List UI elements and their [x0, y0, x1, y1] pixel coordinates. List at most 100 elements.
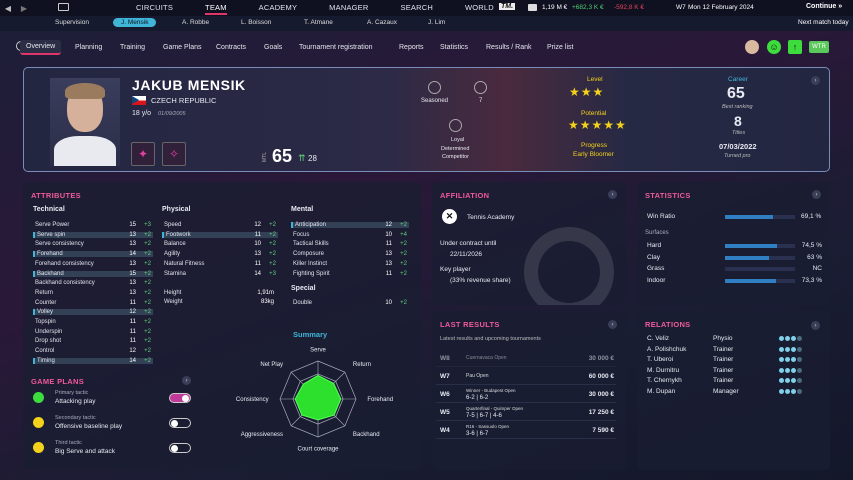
attribute-row[interactable]: Forehand 14 +2: [33, 251, 153, 258]
result-prize: 30 000 €: [588, 391, 614, 398]
attribute-row[interactable]: Serve consistency 13 +2: [33, 241, 153, 247]
results-more-icon[interactable]: ›: [608, 320, 617, 329]
academy-name[interactable]: Tennis Academy: [467, 214, 515, 221]
relations-more-icon[interactable]: ›: [811, 321, 820, 330]
attribute-row[interactable]: Serve spin 13 +2: [33, 231, 153, 238]
attribute-value: 13: [129, 241, 136, 248]
tactic-toggle[interactable]: [169, 393, 191, 403]
surface-name: Clay: [647, 253, 661, 261]
game-plans-more-icon[interactable]: ›: [182, 376, 191, 385]
result-row[interactable]: W8 Cuernavaca Open 30 000 €: [436, 351, 616, 367]
tab-prize-list[interactable]: Prize list: [547, 44, 574, 51]
tab-statistics[interactable]: Statistics: [440, 44, 469, 51]
attribute-row[interactable]: Control 12 +2: [33, 348, 153, 354]
attribute-row[interactable]: Double 10 +2: [291, 300, 409, 306]
relation-rating-icons: [779, 346, 802, 352]
mail-icon[interactable]: [58, 3, 69, 11]
affiliation-more-icon[interactable]: ›: [608, 190, 617, 199]
relation-dot-icon: [785, 388, 790, 394]
tab-results-rank[interactable]: Results / Rank: [486, 44, 532, 51]
nav-world[interactable]: WORLD: [464, 3, 494, 12]
tab-goals[interactable]: Goals: [264, 44, 283, 51]
attribute-row[interactable]: Stamina 14 +3: [162, 271, 278, 277]
attribute-row[interactable]: Natural Fitness 11 +2: [162, 261, 278, 267]
nav-search[interactable]: SEARCH: [400, 3, 433, 12]
result-week: W6: [440, 391, 450, 398]
attribute-row[interactable]: Backhand consistency 13 +2: [33, 280, 153, 286]
turned-pro-date: 07/03/2022: [719, 142, 757, 151]
relation-name[interactable]: A. Polishchuk: [647, 345, 687, 353]
attribute-row[interactable]: Serve Power 15 +3: [33, 222, 153, 228]
result-row[interactable]: W6 Winner - Budapest Open 6-2 | 6-2 30 000 …: [436, 387, 616, 403]
attribute-row[interactable]: Balance 10 +2: [162, 241, 278, 247]
attribute-row[interactable]: Topspin 11 +2: [33, 319, 153, 325]
attribute-values: 15 +2: [129, 271, 151, 277]
attribute-row[interactable]: Return 13 +2: [33, 290, 153, 296]
result-week: W4: [440, 427, 450, 434]
subnav-supervision[interactable]: Supervision: [55, 19, 89, 26]
tab-game-plans[interactable]: Game Plans: [163, 44, 202, 51]
subnav-robbe[interactable]: A. Robbe: [182, 19, 210, 26]
continue-button[interactable]: Continue »: [806, 3, 842, 10]
attribute-row[interactable]: Counter 11 +2: [33, 300, 153, 306]
tactic-toggle[interactable]: [169, 443, 191, 453]
relation-rating-icons: [779, 336, 802, 341]
turned-pro-label: Turned pro: [724, 153, 751, 159]
subnav-mensik[interactable]: J. Mensik: [113, 18, 157, 27]
attribute-row[interactable]: Footwork 11 +2: [162, 231, 278, 238]
nav-circuits[interactable]: CIRCUITS: [136, 3, 174, 12]
result-row[interactable]: W5 Quarterfinal - Quimper Open 7-5 | 6-7 |…: [436, 405, 616, 421]
result-row[interactable]: W4 R16 - Sassuolo Open 3-6 | 6-7 7 590 €: [436, 423, 616, 439]
relation-name[interactable]: T. Chernykh: [647, 377, 682, 384]
nav-manager[interactable]: MANAGER: [329, 3, 369, 12]
subnav-lim[interactable]: J. Lim: [428, 19, 446, 26]
tab-planning[interactable]: Planning: [75, 44, 103, 51]
tab-tournament-registration[interactable]: Tournament registration: [299, 44, 373, 51]
attribute-row[interactable]: Composure 13 +2: [291, 251, 409, 257]
attribute-row[interactable]: Drop shot 11 +2: [33, 338, 153, 344]
relation-dot-icon: [797, 336, 802, 341]
attribute-row[interactable]: Timing 14 +2: [33, 357, 153, 364]
subnav-atmane[interactable]: T. Atmane: [304, 19, 333, 26]
attribute-row[interactable]: Forehand consistency 13 +2: [33, 261, 153, 267]
tab-overview[interactable]: Overview: [20, 40, 62, 55]
nav-academy[interactable]: ACADEMY: [258, 3, 298, 12]
attribute-row[interactable]: Tactical Skills 11 +2: [291, 241, 409, 247]
attribute-values: 13 +2: [129, 290, 151, 296]
relation-name[interactable]: M. Durnitru: [647, 366, 680, 374]
attribute-value: 11: [129, 338, 136, 345]
relation-name[interactable]: C. Veliz: [647, 335, 670, 342]
subnav-boisson[interactable]: L. Boisson: [241, 19, 272, 26]
attribute-row[interactable]: Speed 12 +2: [162, 222, 278, 228]
best-rank: 65: [727, 85, 745, 102]
attribute-row[interactable]: Anticipation 12 +2: [291, 222, 409, 228]
nav-team[interactable]: TEAM: [205, 3, 227, 15]
career-more-icon[interactable]: ›: [811, 76, 820, 85]
relation-name[interactable]: T. Uberoi: [647, 356, 674, 363]
attribute-row[interactable]: Killer Instinct 13 +2: [291, 261, 409, 267]
tactic-toggle[interactable]: [169, 418, 191, 428]
tab-contracts[interactable]: Contracts: [216, 44, 246, 51]
back-icon[interactable]: ◀: [4, 3, 12, 13]
result-row[interactable]: W7 Pau Open 60 000 €: [436, 369, 616, 385]
tab-training[interactable]: Training: [120, 44, 146, 51]
attribute-row[interactable]: Fighting Spirit 11 +2: [291, 271, 409, 277]
relation-name[interactable]: M. Dupan: [647, 387, 676, 395]
statistics-more-icon[interactable]: ›: [812, 190, 821, 199]
key-player-label: Key player: [440, 266, 471, 273]
career-label: Career: [728, 76, 748, 83]
attribute-row[interactable]: Agility 13 +2: [162, 251, 278, 257]
balance: 1,19 M €: [542, 4, 568, 11]
subnav-cazaux[interactable]: A. Cazaux: [367, 19, 397, 26]
attribute-row[interactable]: Volley 12 +2: [33, 309, 153, 316]
tactic-icon: [33, 417, 44, 428]
attribute-value: 14: [254, 270, 261, 277]
attribute-row[interactable]: Focus 10 +4: [291, 232, 409, 238]
tab-reports[interactable]: Reports: [399, 44, 424, 51]
height-value: 1,91m: [257, 290, 274, 296]
attribute-row[interactable]: Underspin 11 +2: [33, 329, 153, 335]
relation-role: Trainer: [713, 377, 734, 384]
attribute-row[interactable]: Backhand 15 +2: [33, 270, 153, 277]
weight-label: Weight: [164, 299, 183, 305]
forward-icon[interactable]: ▶: [20, 3, 28, 13]
